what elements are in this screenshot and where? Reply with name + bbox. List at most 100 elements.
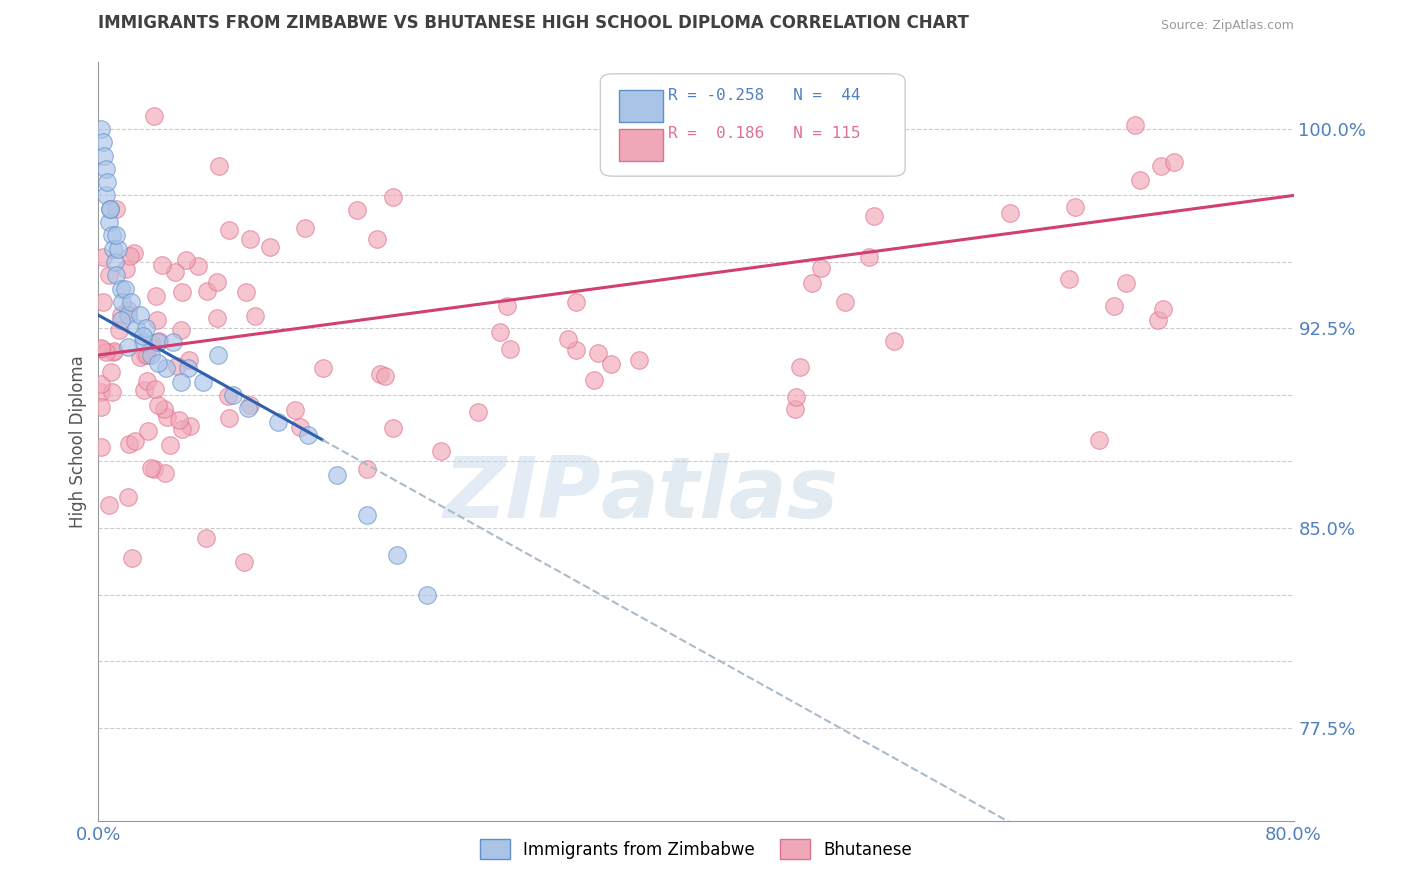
- Point: [496, 299, 519, 313]
- Point: [1115, 277, 1137, 291]
- Point: [150, 258, 173, 272]
- Point: [120, 249, 142, 263]
- Point: [218, 411, 240, 425]
- Point: [103, 242, 125, 256]
- Point: [153, 467, 176, 481]
- Point: [155, 361, 177, 376]
- Point: [169, 413, 191, 427]
- Point: [132, 334, 155, 349]
- Point: [834, 294, 856, 309]
- Point: [163, 265, 186, 279]
- Point: [177, 361, 200, 376]
- Point: [142, 109, 165, 123]
- Point: [90, 384, 112, 399]
- Text: ZIP: ZIP: [443, 453, 600, 536]
- Point: [1129, 173, 1152, 187]
- Point: [416, 587, 439, 601]
- Point: [810, 261, 832, 276]
- Point: [862, 209, 884, 223]
- Point: [91, 250, 114, 264]
- FancyBboxPatch shape: [620, 90, 662, 122]
- Point: [141, 337, 163, 351]
- Point: [218, 223, 240, 237]
- Point: [146, 313, 169, 327]
- Point: [91, 135, 114, 149]
- Point: [1150, 159, 1173, 173]
- Point: [557, 332, 579, 346]
- Point: [159, 438, 181, 452]
- Point: [239, 231, 262, 245]
- Point: [499, 342, 522, 356]
- Point: [93, 148, 115, 162]
- Point: [96, 175, 118, 189]
- Point: [583, 372, 606, 386]
- Point: [107, 242, 129, 256]
- Point: [148, 334, 170, 348]
- Point: [90, 122, 112, 136]
- Point: [169, 375, 191, 389]
- Point: [103, 344, 125, 359]
- Legend: Immigrants from Zimbabwe, Bhutanese: Immigrants from Zimbabwe, Bhutanese: [474, 833, 918, 865]
- Point: [233, 555, 256, 569]
- Point: [90, 342, 112, 356]
- Point: [145, 288, 167, 302]
- Point: [312, 361, 335, 376]
- Point: [129, 351, 152, 365]
- Point: [98, 202, 122, 216]
- Point: [134, 383, 156, 397]
- Point: [1152, 302, 1174, 317]
- Point: [205, 310, 228, 325]
- Point: [326, 467, 349, 482]
- Point: [94, 161, 117, 176]
- Point: [139, 460, 162, 475]
- Point: [236, 401, 259, 416]
- Point: [124, 434, 146, 448]
- Point: [290, 419, 312, 434]
- Point: [828, 109, 851, 123]
- Text: Source: ZipAtlas.com: Source: ZipAtlas.com: [1160, 19, 1294, 32]
- Point: [117, 340, 139, 354]
- Point: [243, 309, 266, 323]
- Point: [103, 343, 125, 358]
- Point: [1123, 118, 1146, 132]
- FancyBboxPatch shape: [620, 129, 662, 161]
- Point: [187, 259, 209, 273]
- Text: IMMIGRANTS FROM ZIMBABWE VS BHUTANESE HIGH SCHOOL DIPLOMA CORRELATION CHART: IMMIGRANTS FROM ZIMBABWE VS BHUTANESE HI…: [98, 14, 969, 32]
- Point: [373, 369, 395, 384]
- Point: [129, 308, 152, 322]
- Point: [156, 410, 179, 425]
- Point: [121, 550, 143, 565]
- Point: [93, 295, 115, 310]
- Point: [170, 422, 193, 436]
- Text: R =  0.186   N = 115: R = 0.186 N = 115: [668, 126, 860, 141]
- Point: [117, 303, 139, 318]
- Point: [110, 308, 132, 322]
- Point: [90, 440, 112, 454]
- Point: [108, 322, 131, 336]
- Point: [1104, 300, 1126, 314]
- Point: [381, 421, 404, 435]
- Point: [100, 365, 122, 379]
- Point: [356, 508, 378, 522]
- Point: [90, 342, 112, 356]
- Point: [429, 444, 451, 458]
- Point: [789, 359, 811, 374]
- Point: [177, 353, 200, 368]
- Point: [207, 348, 229, 362]
- Point: [800, 276, 823, 290]
- Point: [217, 389, 239, 403]
- Point: [114, 261, 136, 276]
- Point: [174, 252, 197, 267]
- Point: [134, 348, 156, 362]
- Point: [565, 294, 588, 309]
- Text: R = -0.258   N =  44: R = -0.258 N = 44: [668, 87, 860, 103]
- Point: [1064, 200, 1087, 214]
- FancyBboxPatch shape: [600, 74, 905, 177]
- Point: [98, 202, 122, 216]
- Point: [488, 325, 510, 339]
- Point: [98, 498, 121, 512]
- Point: [104, 202, 127, 216]
- Point: [586, 345, 609, 359]
- Point: [148, 356, 170, 370]
- Point: [166, 359, 188, 373]
